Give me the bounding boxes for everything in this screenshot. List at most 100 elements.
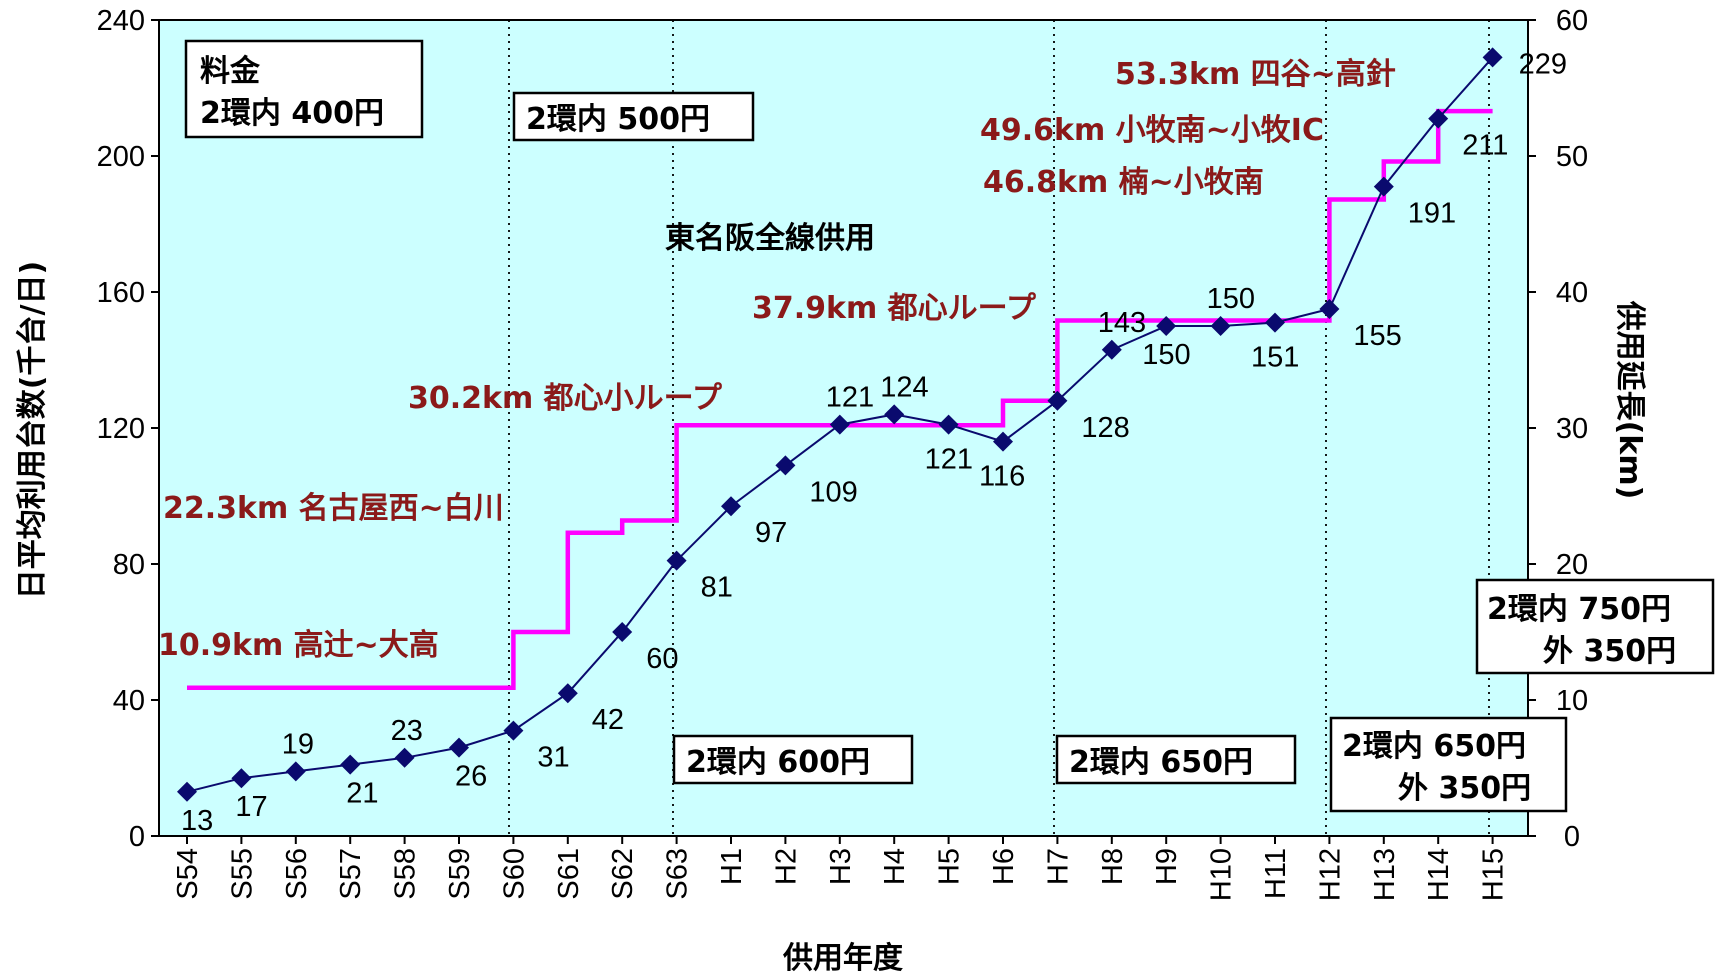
y2-axis-ticks: 0 10 20 30 40 50 60 bbox=[1528, 5, 1588, 853]
y-tick-label: 120 bbox=[97, 413, 145, 445]
x-tick-label: H13 bbox=[1369, 848, 1401, 901]
traffic-point bbox=[721, 496, 741, 517]
fare-box-frame bbox=[1329, 716, 1568, 813]
y2-tick-label: 0 bbox=[1564, 821, 1580, 853]
y-axis-title: 日平均利用台数(千台/日) bbox=[15, 261, 50, 599]
x-tick-label: S59 bbox=[444, 848, 476, 900]
x-tick-label: H12 bbox=[1314, 848, 1346, 901]
segment-label: 49.6km 小牧南~小牧IC bbox=[980, 113, 1324, 148]
fare-box-line1: 料金 bbox=[200, 54, 261, 89]
x-tick-label: S63 bbox=[662, 848, 694, 900]
fare-box: 2環内 600円 bbox=[672, 734, 914, 785]
traffic-point bbox=[285, 761, 306, 782]
traffic-point bbox=[1482, 47, 1503, 68]
segment-labels: 10.9km 高辻~大高 22.3km 名古屋西~白川 30.2km 都心小ルー… bbox=[158, 57, 1396, 663]
traffic-point bbox=[1156, 316, 1177, 336]
y-tick-label: 240 bbox=[97, 5, 145, 37]
fare-box-line1: 2環内 650円 bbox=[1069, 745, 1253, 780]
data-label: 150 bbox=[1207, 283, 1255, 315]
x-tick-label: H8 bbox=[1097, 848, 1129, 885]
fare-box: 2環内 750円 外 350円 bbox=[1475, 578, 1715, 675]
x-tick-label: S55 bbox=[226, 848, 258, 900]
fare-box: 2環内 650円 外 350円 bbox=[1329, 716, 1568, 813]
traffic-point bbox=[993, 431, 1013, 452]
x-tick-label: H4 bbox=[879, 848, 911, 885]
traffic-point bbox=[775, 455, 796, 476]
data-label: 97 bbox=[755, 517, 787, 549]
traffic-point bbox=[177, 781, 197, 802]
data-label: 121 bbox=[826, 382, 874, 414]
x-tick-label: H5 bbox=[934, 848, 966, 885]
fare-box-line2: 外 350円 bbox=[1543, 634, 1676, 669]
fare-box-frame bbox=[1055, 734, 1297, 785]
traffic-point bbox=[557, 683, 578, 704]
segment-label: 22.3km 名古屋西~白川 bbox=[163, 491, 504, 526]
fare-box-line2: 外 350円 bbox=[1398, 771, 1531, 806]
traffic-point bbox=[1047, 390, 1068, 411]
length-step-series bbox=[187, 108, 1493, 691]
data-label: 211 bbox=[1462, 130, 1508, 162]
data-label: 155 bbox=[1353, 320, 1401, 352]
y-tick-label: 80 bbox=[113, 549, 145, 581]
x-axis-title: 供用年度 bbox=[782, 941, 903, 976]
data-label: 60 bbox=[646, 643, 678, 675]
traffic-point bbox=[1428, 108, 1449, 129]
y2-axis-title: 供用延長(km) bbox=[1612, 300, 1647, 500]
x-tick-label: H2 bbox=[770, 848, 802, 885]
data-label: 191 bbox=[1408, 198, 1456, 230]
segment-label: 30.2km 都心小ループ bbox=[408, 381, 723, 416]
fare-change-lines bbox=[508, 20, 1490, 836]
traffic-point bbox=[449, 737, 469, 758]
fare-box-frame bbox=[184, 39, 424, 139]
fare-box: 料金 2環内 400円 bbox=[184, 39, 424, 139]
data-label: 81 bbox=[701, 572, 733, 604]
annotation-tomeihan: 東名阪全線供用 bbox=[665, 221, 875, 256]
traffic-point bbox=[666, 550, 687, 571]
data-label: 21 bbox=[346, 778, 378, 810]
y2-tick-label: 40 bbox=[1556, 277, 1588, 309]
data-label: 121 bbox=[925, 444, 973, 476]
data-label: 31 bbox=[537, 742, 569, 774]
y2-tick-label: 20 bbox=[1556, 549, 1588, 581]
x-tick-label: H15 bbox=[1478, 848, 1510, 901]
traffic-point bbox=[938, 414, 959, 435]
y-tick-label: 200 bbox=[97, 141, 145, 173]
y-axis-ticks: 0 40 80 120 160 200 240 bbox=[97, 5, 159, 853]
traffic-point bbox=[1373, 176, 1394, 197]
length-step-line bbox=[187, 108, 1493, 691]
traffic-point bbox=[1265, 312, 1285, 333]
traffic-point bbox=[1210, 316, 1231, 336]
y-tick-label: 160 bbox=[97, 277, 145, 309]
x-tick-label: H3 bbox=[825, 848, 857, 885]
traffic-point bbox=[1319, 299, 1340, 319]
data-label: 124 bbox=[880, 371, 928, 403]
segment-label: 53.3km 四谷~高針 bbox=[1115, 57, 1396, 92]
y2-tick-label: 10 bbox=[1556, 685, 1588, 717]
x-tick-label: S57 bbox=[335, 848, 367, 900]
x-tick-label: H6 bbox=[988, 848, 1020, 885]
x-axis-ticks: S54 S55 S56 S57 S58 S59 S60 S61 S62 S63 H1 H2 H3 H4 H5… bbox=[172, 836, 1510, 901]
x-tick-label: S58 bbox=[390, 848, 422, 900]
traffic-point bbox=[1101, 339, 1122, 360]
y2-tick-label: 30 bbox=[1556, 413, 1588, 445]
y-tick-label: 40 bbox=[113, 685, 145, 717]
x-tick-label: S54 bbox=[172, 848, 204, 900]
traffic-point bbox=[884, 404, 905, 425]
fare-box-frame bbox=[1475, 578, 1715, 675]
fare-box-line1: 2環内 650円 bbox=[1342, 729, 1526, 764]
data-label: 13 bbox=[181, 805, 213, 837]
y-tick-label: 0 bbox=[129, 821, 145, 853]
x-tick-label: H1 bbox=[716, 848, 748, 885]
fare-box: 2環内 650円 bbox=[1055, 734, 1297, 785]
x-tick-label: S62 bbox=[607, 848, 639, 900]
data-label: 23 bbox=[391, 715, 423, 747]
x-tick-label: H10 bbox=[1206, 848, 1238, 901]
traffic-point bbox=[829, 414, 850, 435]
data-label: 19 bbox=[282, 728, 314, 760]
fare-box: 2環内 500円 bbox=[512, 91, 755, 142]
x-tick-label: S60 bbox=[498, 848, 530, 900]
x-tick-label: H11 bbox=[1260, 848, 1292, 899]
fare-box-frame bbox=[512, 91, 755, 142]
